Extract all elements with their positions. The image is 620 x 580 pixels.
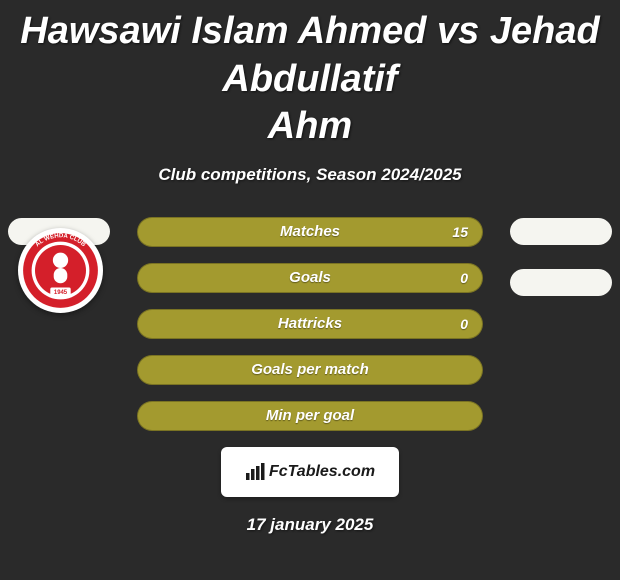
stat-label: Matches [280, 223, 340, 240]
stat-row: Hattricks 0 [0, 309, 620, 339]
bars-icon [245, 463, 265, 481]
right-value-pill [510, 218, 612, 245]
stat-bar: Matches 15 [137, 217, 483, 247]
svg-text:1945: 1945 [54, 290, 68, 296]
title-line-1: Hawsawi Islam Ahmed vs Jehad Abdullatif [20, 10, 599, 100]
stat-value: 0 [460, 270, 468, 286]
stat-row: Goals per match [0, 355, 620, 385]
comparison-title: Hawsawi Islam Ahmed vs Jehad Abdullatif … [0, 0, 620, 151]
stat-bar: Goals per match [137, 355, 483, 385]
fctables-label: FcTables.com [269, 463, 375, 481]
stat-label: Goals per match [251, 361, 369, 378]
shield-icon: 1945 AL WEHDA CLUB [18, 228, 103, 313]
stat-row: Min per goal [0, 401, 620, 431]
subtitle: Club competitions, Season 2024/2025 [0, 165, 620, 185]
team-left-logo: 1945 AL WEHDA CLUB [18, 228, 103, 313]
right-value-pill [510, 269, 612, 296]
stat-label: Min per goal [266, 407, 354, 424]
stat-bar: Min per goal [137, 401, 483, 431]
fctables-badge: FcTables.com [221, 447, 399, 497]
date-label: 17 january 2025 [0, 515, 620, 535]
stat-bar: Hattricks 0 [137, 309, 483, 339]
stat-value: 15 [452, 224, 468, 240]
stat-value: 0 [460, 316, 468, 332]
title-line-2: Ahm [268, 105, 352, 147]
stat-label: Goals [289, 269, 331, 286]
stat-bar: Goals 0 [137, 263, 483, 293]
stat-label: Hattricks [278, 315, 342, 332]
